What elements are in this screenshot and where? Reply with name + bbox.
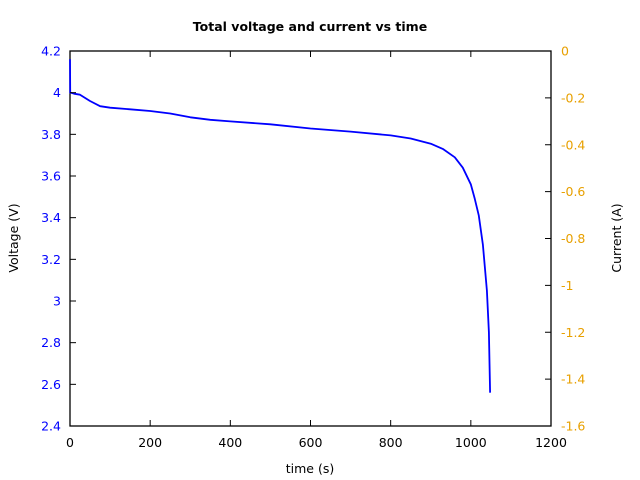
y2-tick-label: -0.8 bbox=[561, 231, 585, 246]
y-tick-label: 4 bbox=[53, 85, 61, 100]
y-axis-left-ticks: 2.4 2.6 2.8 3 3.2 3.4 3.6 3.8 4 4.2 bbox=[41, 44, 76, 434]
x-tick-label: 400 bbox=[218, 435, 242, 450]
y-tick-label: 4.2 bbox=[41, 44, 61, 59]
y-tick-label: 3.4 bbox=[41, 210, 61, 225]
y2-tick-label: -1 bbox=[561, 278, 573, 293]
y-tick-label: 2.6 bbox=[41, 377, 61, 392]
x-tick-label: 800 bbox=[379, 435, 403, 450]
y-tick-label: 3.6 bbox=[41, 169, 61, 184]
y2-tick-label: -1.2 bbox=[561, 325, 585, 340]
y-axis-left-label: Voltage (V) bbox=[6, 203, 21, 272]
x-axis-label: time (s) bbox=[286, 461, 334, 476]
y-tick-label: 3.8 bbox=[41, 127, 61, 142]
y2-tick-label: -1.6 bbox=[561, 419, 585, 434]
y2-tick-label: 0 bbox=[561, 44, 569, 59]
y2-tick-label: -1.4 bbox=[561, 372, 585, 387]
x-tick-label: 1200 bbox=[535, 435, 567, 450]
x-tick-label: 0 bbox=[66, 435, 74, 450]
y2-tick-label: -0.6 bbox=[561, 184, 585, 199]
voltage-line bbox=[69, 59, 491, 393]
plot-area bbox=[69, 50, 552, 427]
x-tick-label: 1000 bbox=[455, 435, 487, 450]
y-tick-label: 2.4 bbox=[41, 419, 61, 434]
y2-tick-label: -0.4 bbox=[561, 137, 585, 152]
x-tick-label: 200 bbox=[138, 435, 162, 450]
plot-frame bbox=[69, 50, 552, 427]
y-axis-right-label: Current (A) bbox=[609, 203, 624, 272]
y-axis-right-ticks: -1.6 -1.4 -1.2 -1 -0.8 -0.6 -0.4 -0.2 0 bbox=[545, 44, 585, 434]
x-axis-ticks: 0 200 400 600 800 1000 1200 bbox=[66, 51, 567, 450]
x-tick-label: 600 bbox=[299, 435, 323, 450]
y-tick-label: 2.8 bbox=[41, 335, 61, 350]
chart-title: Total voltage and current vs time bbox=[193, 19, 427, 34]
y2-tick-label: -0.2 bbox=[561, 90, 585, 105]
y-tick-label: 3.2 bbox=[41, 252, 61, 267]
y-tick-label: 3 bbox=[53, 294, 61, 309]
